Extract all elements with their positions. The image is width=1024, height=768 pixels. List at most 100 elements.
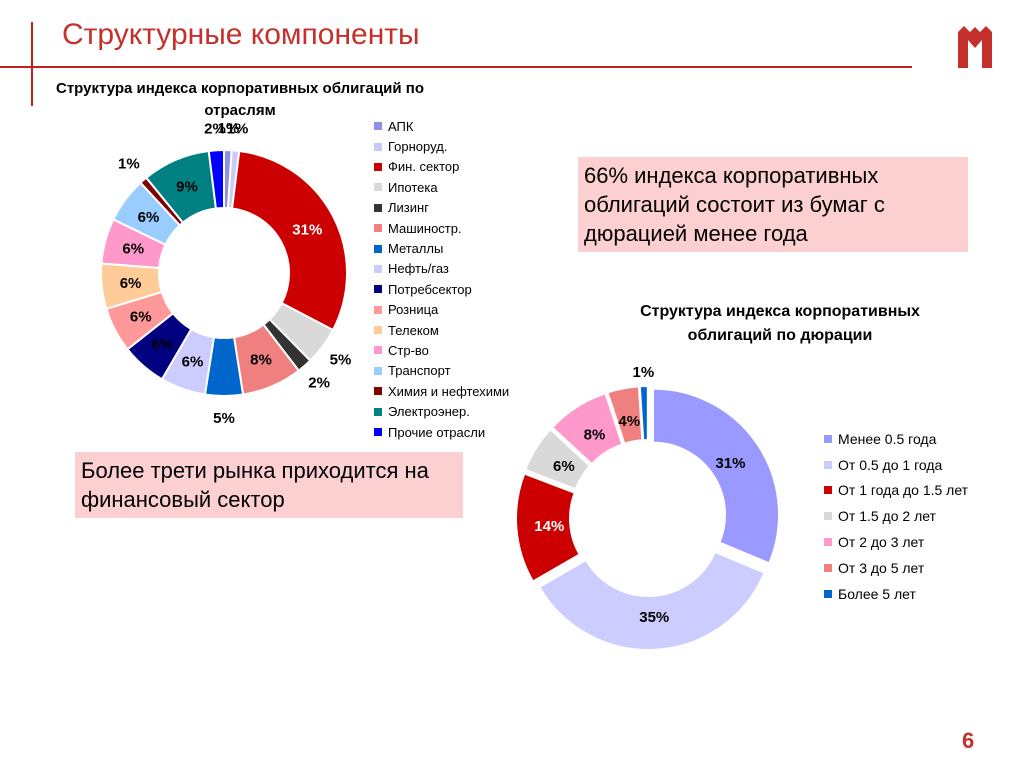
chart2-legend-item: От 1 года до 1.5 лет — [824, 478, 968, 504]
chart2-legend: Менее 0.5 года От 0.5 до 1 года От 1 года … — [824, 426, 968, 607]
chart1-slice-2 — [230, 149, 348, 332]
chart2-legend-item: От 0.5 до 1 года — [824, 452, 968, 478]
chart1-data-label-15: 2% — [204, 120, 226, 137]
legend-label: Металлы — [388, 241, 444, 257]
chart1-data-label-1: 1% — [227, 121, 249, 138]
legend-label: Прочие отрасли — [388, 424, 486, 440]
chart1-data-label-9: 6% — [130, 309, 152, 326]
callout-duration: 66% индекса корпоративных облигаций сост… — [578, 157, 968, 252]
legend-swatch — [374, 407, 382, 416]
chart1-legend-item: АПК — [374, 116, 510, 136]
legend-label: Транспорт — [388, 363, 451, 379]
legend-label: Горноруд. — [388, 139, 448, 155]
chart2-slice-2 — [515, 472, 582, 583]
chart1-legend-item: Химия и нефтехими — [374, 381, 510, 401]
legend-label: Менее 0.5 года — [838, 430, 937, 447]
legend-label: Розница — [388, 302, 439, 318]
chart1-legend-item: Телеком — [374, 320, 510, 340]
chart2-slice-4 — [550, 391, 624, 466]
page-title: Структурные компоненты — [62, 18, 420, 51]
chart1-legend-item: Стр-во — [374, 340, 510, 360]
legend-swatch — [374, 346, 382, 355]
legend-swatch — [824, 460, 832, 469]
legend-label: От 1 года до 1.5 лет — [838, 482, 969, 499]
brand-logo — [958, 26, 992, 68]
legend-label: Лизинг — [388, 200, 429, 216]
title-horizontal-rule — [0, 66, 912, 68]
chart1-data-label-8: 6% — [151, 336, 173, 353]
legend-swatch — [824, 486, 832, 495]
legend-label: Ипотека — [388, 179, 438, 195]
legend-label: АПК — [388, 118, 414, 134]
chart2-data-label-2: 14% — [534, 518, 564, 535]
legend-label: От 2 до 3 лет — [838, 534, 925, 551]
chart1-legend-item: Транспорт — [374, 361, 510, 381]
legend-label: От 1.5 до 2 лет — [838, 508, 936, 525]
chart2-data-label-3: 6% — [553, 458, 575, 475]
legend-swatch — [374, 122, 382, 131]
chart1-title: Структура индекса корпоративных облигаци… — [56, 80, 424, 119]
chart1-legend: АПК Горноруд. Фин. сектор Ипотека Лизинг Маши… — [374, 116, 510, 442]
title-vertical-rule — [31, 22, 33, 106]
chart1-legend-item: Нефть/газ — [374, 259, 510, 279]
chart1-data-label-3: 5% — [330, 351, 352, 368]
chart1-data-label-7: 6% — [182, 354, 204, 371]
legend-swatch — [824, 538, 832, 547]
legend-swatch — [374, 203, 382, 212]
legend-label: Машиностр. — [388, 220, 462, 236]
legend-label: Электроэнер. — [388, 404, 470, 420]
chart2-legend-item: Менее 0.5 года — [824, 426, 968, 452]
chart1-legend-item: Лизинг — [374, 198, 510, 218]
chart2-title: Структура индекса корпоративных облигаци… — [640, 303, 920, 344]
legend-label: Потребсектор — [388, 281, 472, 297]
chart1-data-label-10: 6% — [120, 275, 142, 292]
page-number: 6 — [962, 728, 975, 753]
chart1-data-label-12: 6% — [138, 209, 160, 226]
legend-label: Химия и нефтехими — [388, 383, 510, 399]
chart1-data-label-5: 8% — [250, 351, 272, 368]
chart1-legend-item: Розница — [374, 300, 510, 320]
legend-swatch — [374, 326, 382, 335]
chart1-legend-item: Электроэнер. — [374, 401, 510, 421]
chart2-data-label-6: 1% — [633, 364, 655, 381]
chart2-data-label-4: 8% — [584, 427, 606, 444]
chart1-legend-item: Машиностр. — [374, 218, 510, 238]
legend-swatch — [374, 305, 382, 314]
legend-label: Телеком — [388, 322, 439, 338]
chart2-data-label-5: 4% — [618, 413, 640, 430]
legend-label: Более 5 лет — [838, 585, 916, 602]
legend-swatch — [374, 183, 382, 192]
chart2-legend-item: От 2 до 3 лет — [824, 529, 968, 555]
legend-label: От 0.5 до 1 года — [838, 456, 943, 473]
legend-swatch — [374, 428, 382, 437]
chart2-slice-3 — [523, 427, 592, 491]
chart2-legend-item: От 3 до 5 лет — [824, 555, 968, 581]
chart1-legend-item: Прочие отрасли — [374, 422, 510, 442]
chart1-legend-item: Металлы — [374, 238, 510, 258]
chart2-data-label-0: 31% — [715, 455, 745, 472]
callout-financial-sector: Более трети рынка приходится на финансов… — [75, 452, 463, 518]
chart1-data-label-6: 5% — [213, 410, 235, 427]
legend-swatch — [374, 142, 382, 151]
legend-swatch — [374, 224, 382, 233]
chart1-data-label-0: 1% — [218, 120, 240, 137]
chart1-data-label-4: 2% — [308, 374, 330, 391]
legend-swatch — [824, 434, 832, 443]
legend-swatch — [374, 366, 382, 375]
chart1-data-label-13: 1% — [118, 156, 140, 173]
legend-swatch — [824, 589, 832, 598]
legend-label: Нефть/газ — [388, 261, 449, 277]
legend-label: Фин. сектор — [388, 159, 460, 175]
chart2-slice-1 — [537, 550, 766, 651]
chart1-data-label-14: 9% — [176, 179, 198, 196]
chart1-legend-item: Потребсектор — [374, 279, 510, 299]
chart2-slice-0 — [651, 387, 780, 565]
legend-swatch — [824, 512, 832, 521]
chart1-legend-item: Фин. сектор — [374, 157, 510, 177]
chart2-slice-6 — [638, 385, 649, 442]
chart1-legend-item: Ипотека — [374, 177, 510, 197]
brand-logo-mark — [958, 26, 992, 68]
legend-swatch — [374, 244, 382, 253]
